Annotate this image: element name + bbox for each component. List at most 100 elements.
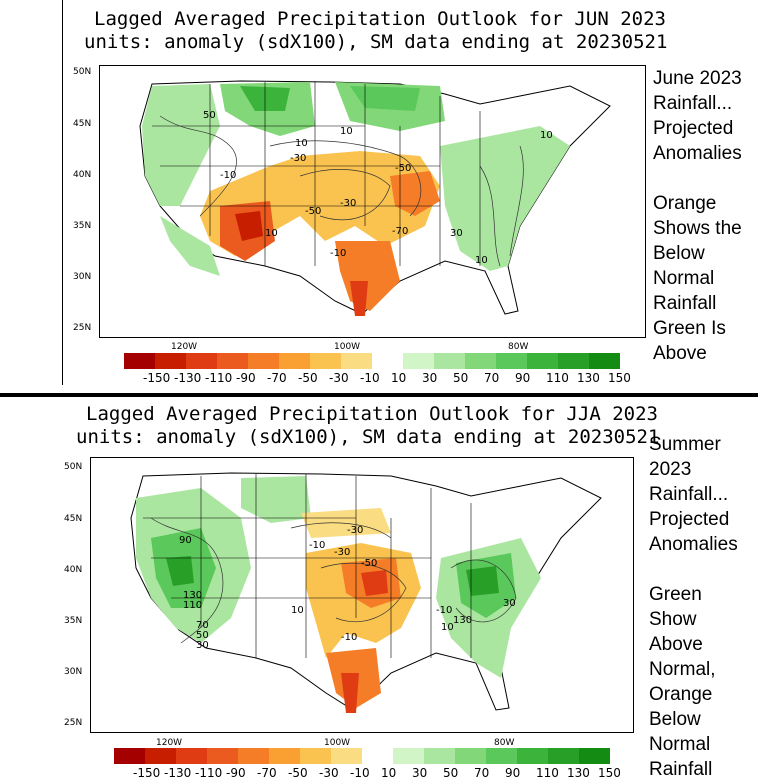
contour-lines (159, 115, 524, 267)
colorbar-swatch (393, 748, 424, 764)
colorbar-tick-label: 30 (422, 371, 438, 385)
contour-label: -10 (330, 248, 346, 259)
colorbar-swatch (403, 353, 434, 369)
panel2-map: 90 130 110 70 50 30 -30 -10 -30 -50 10 -… (90, 457, 634, 733)
contour-label: -10 (220, 170, 236, 181)
contour-label: -50 (361, 558, 377, 569)
colorbar-swatch (465, 353, 496, 369)
contour-lines (150, 517, 517, 644)
panel2-lon-label: 80W (494, 738, 515, 748)
colorbar-tick-label: 130 (567, 766, 590, 780)
panel1-map-svg: 50 10 10 -30 -10 -50 -30 -50 -70 10 -10 … (139, 80, 611, 316)
panel2-colorbar (114, 748, 610, 764)
panel2-lat-label: 25N (64, 718, 83, 728)
contour-label: 30 (503, 598, 516, 609)
contour-label: -30 (290, 153, 306, 164)
colorbar-tick-label: -50 (298, 371, 318, 385)
panel2-lat-label: 40N (64, 565, 83, 575)
panel2-lat-label: 35N (64, 616, 83, 626)
colorbar-swatch (434, 353, 465, 369)
state-boundaries (152, 82, 481, 266)
colorbar-swatch (124, 353, 155, 369)
colorbar-swatch (248, 353, 279, 369)
contour-label: -30 (334, 547, 350, 558)
panel2-title: Lagged Averaged Precipitation Outlook fo… (86, 403, 658, 425)
colorbar-swatch (207, 748, 238, 764)
colorbar-swatch (145, 748, 176, 764)
side-caption-line: Green (649, 584, 702, 605)
side-caption-line: Anomalies (649, 534, 738, 555)
side-caption-line: Projected (649, 509, 730, 530)
panel2-lat-label: 30N (64, 667, 83, 677)
panel1-lon-label: 100W (334, 342, 361, 352)
colorbar-swatch (548, 748, 579, 764)
panel1-side-caption: June 2023 Rainfall... Projected Anomalies O… (653, 66, 742, 366)
panel1-lat-label: 30N (73, 272, 92, 282)
contour-label: 10 (441, 622, 454, 633)
colorbar-swatch (217, 353, 248, 369)
panel2-lon-label: 100W (324, 738, 351, 748)
colorbar-tick-label: 50 (453, 371, 469, 385)
colorbar-tick-label: -150 (133, 766, 161, 780)
contour-label: 10 (475, 255, 488, 266)
contour-label: 50 (196, 630, 209, 641)
side-caption-line: Below (653, 243, 705, 264)
side-caption-line: Above (653, 343, 707, 364)
contour-label: 10 (291, 605, 304, 616)
side-caption-line: Projected (653, 118, 734, 139)
orange-region-missouri (390, 171, 440, 216)
green-region-west-peak (166, 556, 194, 586)
contour-label: -10 (436, 605, 452, 616)
panel2-map-svg: 90 130 110 70 50 30 -30 -10 -30 -50 10 -… (130, 472, 602, 713)
colorbar-tick-label: -90 (226, 766, 246, 780)
colorbar-tick-label: 50 (443, 766, 459, 780)
colorbar-tick-label: -10 (360, 371, 380, 385)
contour-label: 10 (265, 228, 278, 239)
contour-label: 30 (450, 228, 463, 239)
side-caption-line: Rainfall (653, 293, 717, 314)
colorbar-tick-label: -10 (350, 766, 370, 780)
contour-label: -30 (340, 198, 356, 209)
side-caption-line: Anomalies (653, 143, 742, 164)
colorbar-tick-label: -130 (174, 371, 202, 385)
colorbar-swatch (589, 353, 620, 369)
side-caption-line: Normal, (649, 659, 716, 680)
panel1-lon-label: 120W (171, 342, 198, 352)
colorbar-swatch (527, 353, 558, 369)
green-region-north-core (350, 86, 420, 111)
side-caption-line: Above (649, 634, 703, 655)
colorbar-tick-label: -110 (195, 766, 223, 780)
panel1-map: 50 10 10 -30 -10 -50 -30 -50 -70 10 -10 … (99, 65, 646, 338)
colorbar-swatch (300, 748, 331, 764)
colorbar-swatch (238, 748, 269, 764)
contour-label: 10 (295, 138, 308, 149)
colorbar-swatch (269, 748, 300, 764)
side-caption-line: Shows the (653, 218, 742, 239)
colorbar-tick-label: 150 (608, 371, 631, 385)
side-caption-line: Rainfall (649, 759, 713, 780)
colorbar-tick-label: 70 (474, 766, 490, 780)
colorbar-tick-label: 150 (598, 766, 621, 780)
orange-region-north (301, 508, 391, 538)
colorbar-swatch (496, 353, 527, 369)
colorbar-tick-label: 110 (536, 766, 559, 780)
panel2-lon-label: 120W (156, 738, 183, 748)
colorbar-swatch (279, 353, 310, 369)
contour-label: 50 (203, 110, 216, 121)
colorbar-tick-label: -70 (267, 371, 287, 385)
colorbar-swatch (362, 748, 393, 764)
contour-label: -50 (395, 163, 411, 174)
panel1-colorbar (124, 353, 620, 369)
side-caption-line: Below (649, 709, 701, 730)
colorbar-swatch (424, 748, 455, 764)
contour-label: 10 (340, 126, 353, 137)
orange-region-texas (335, 241, 400, 311)
contour-label: -10 (309, 540, 325, 551)
green-region-east (440, 126, 570, 271)
colorbar-tick-label: 110 (546, 371, 569, 385)
colorbar-tick-label: -30 (329, 371, 349, 385)
side-caption-line: June 2023 (653, 68, 742, 89)
green-region-east-peak (466, 566, 499, 596)
side-caption-line: Orange (653, 193, 717, 214)
colorbar-tick-label: 90 (515, 371, 531, 385)
